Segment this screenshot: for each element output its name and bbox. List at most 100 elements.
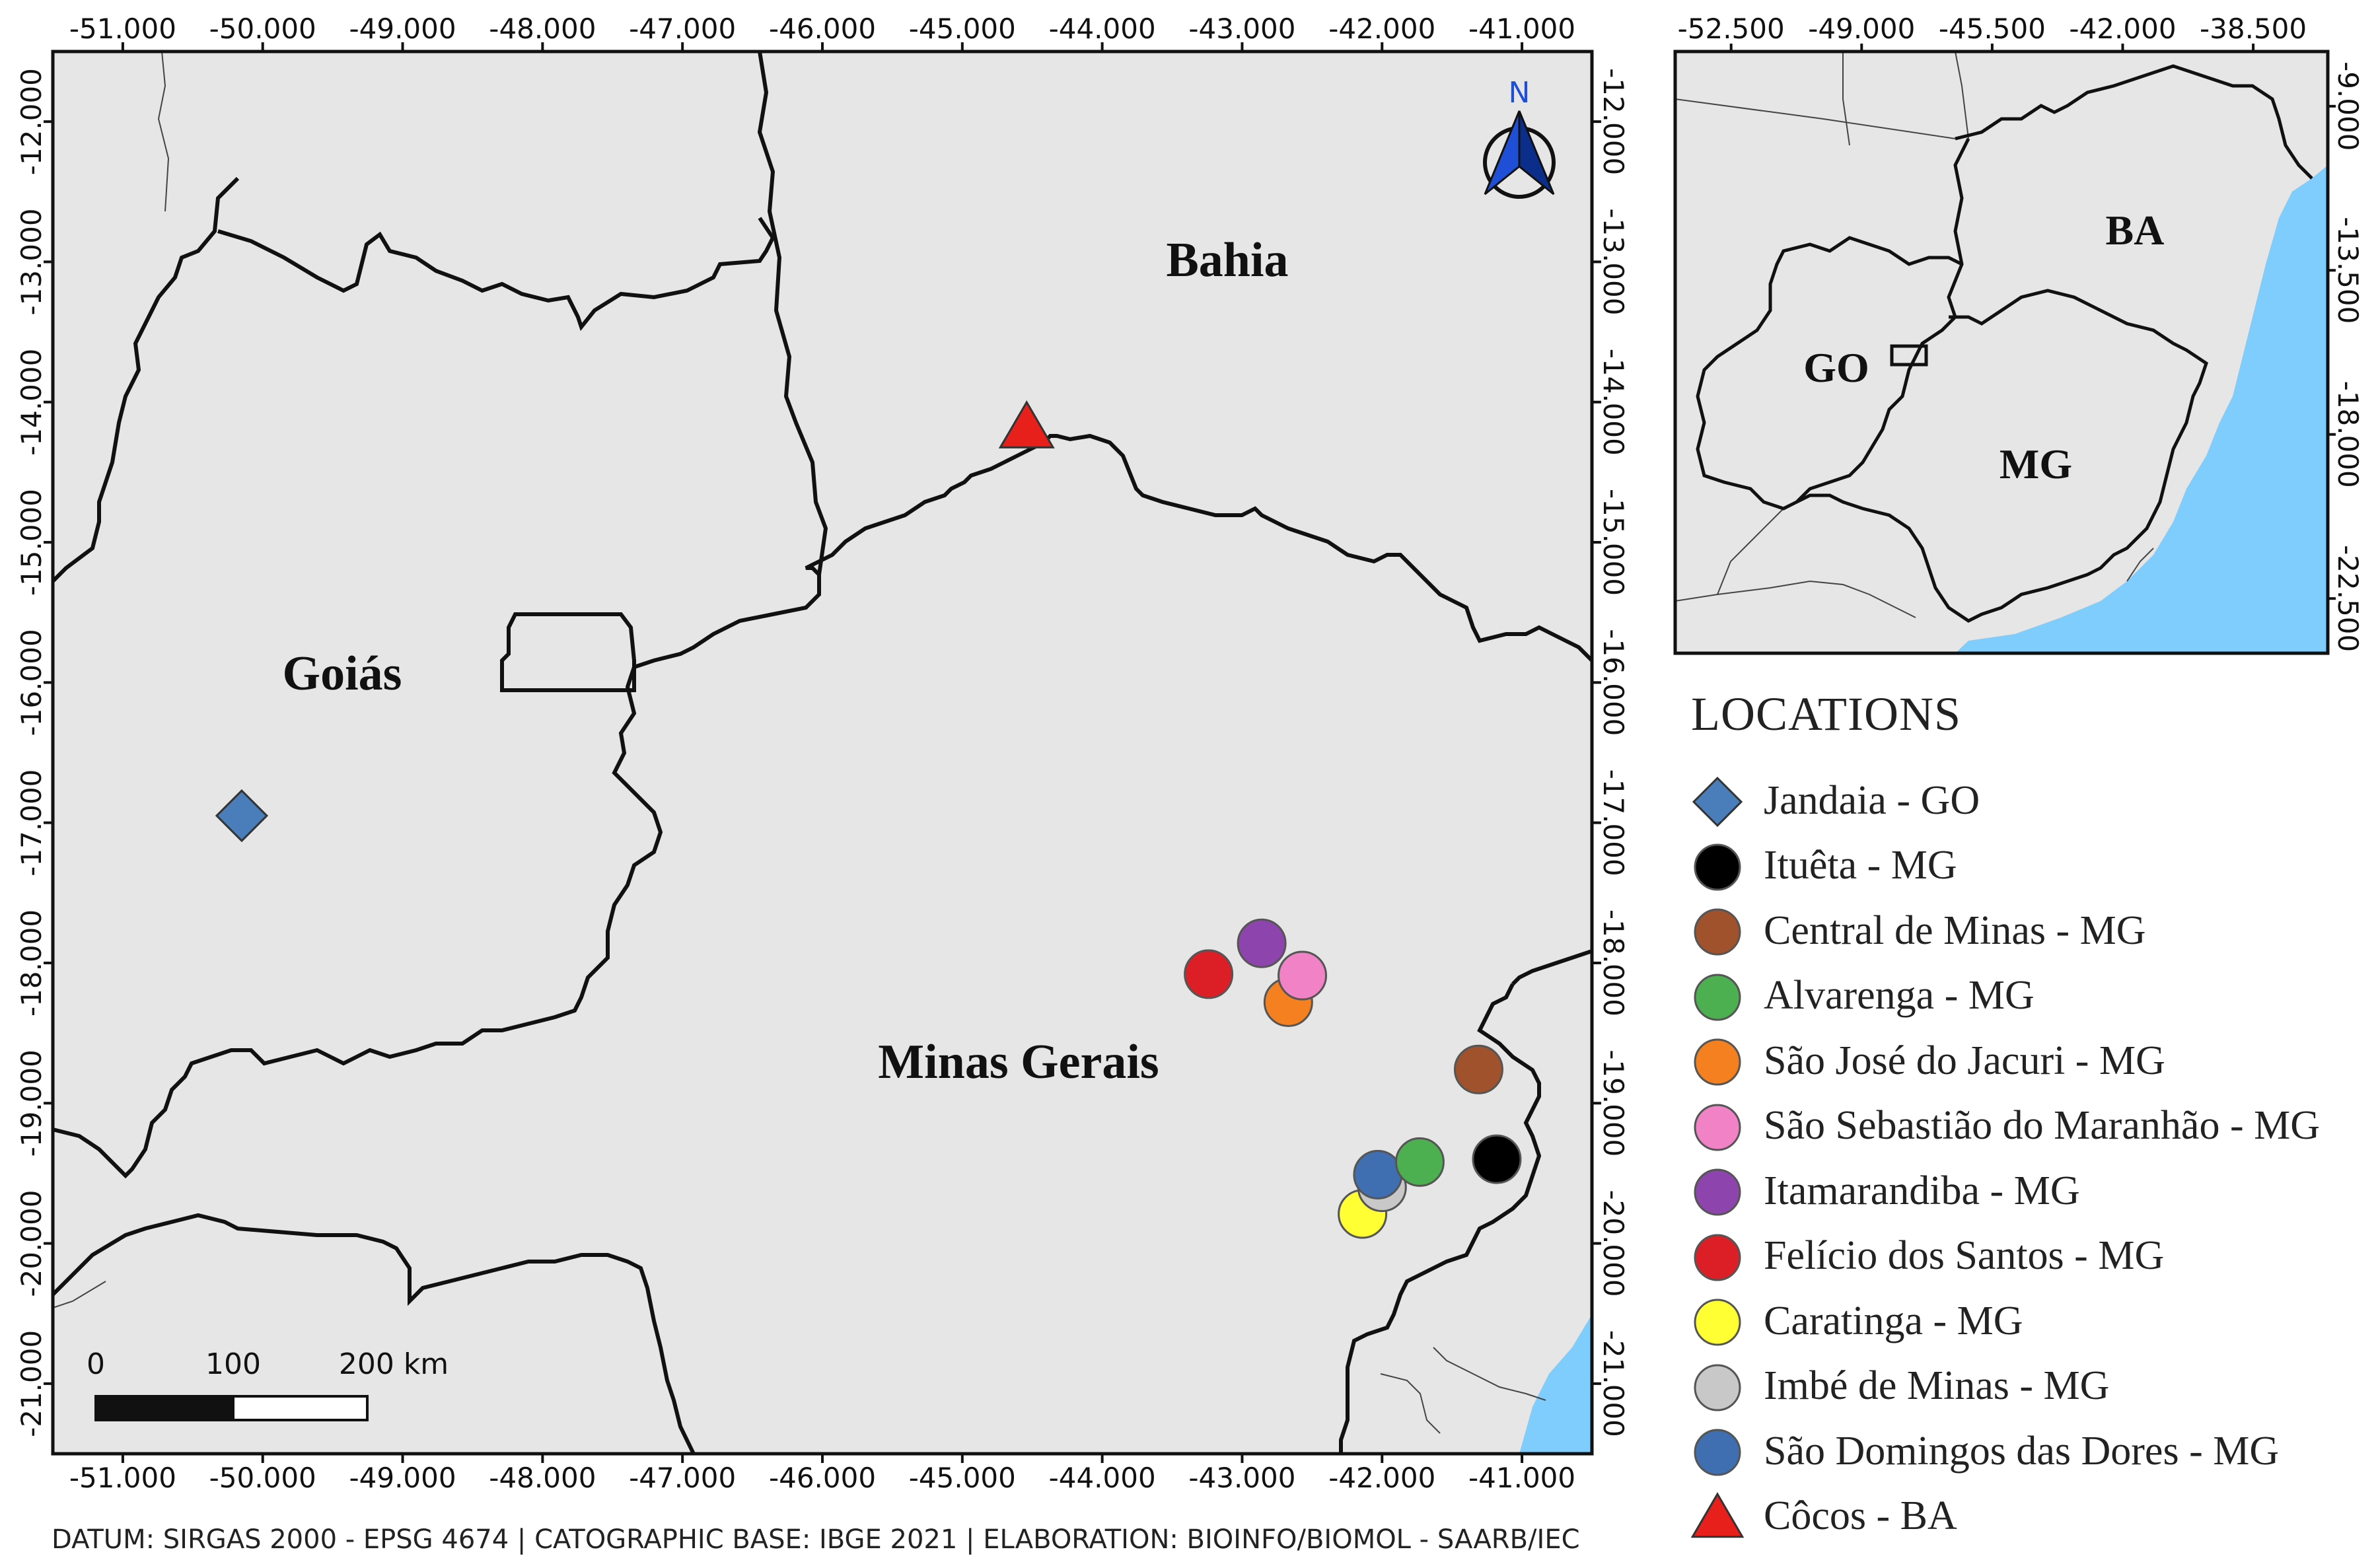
inset-map: -52.500 -49.000 -45.500 -42.000 -38.500 -9.0…: [1673, 13, 2364, 655]
legend-item: São Domingos das Dores - MG: [1691, 1419, 2371, 1484]
state-border-go-mg: [53, 575, 821, 1179]
inset-map-x-ticks: -52.500 -49.000 -45.500 -42.000 -38.500: [1678, 13, 2307, 52]
legend-title: LOCATIONS: [1691, 688, 1962, 740]
x-tick-label-top: -47.000: [629, 13, 736, 45]
state-border-go-ba-north: [757, 52, 828, 575]
legend-symbol-circle: [1694, 1168, 1741, 1216]
main-map: -51.000 -50.000 -49.000 -48.000 -47.000 -46.0…: [15, 13, 1630, 1494]
legend-symbol-circle: [1694, 1299, 1741, 1346]
inset-x-tick-label: -42.000: [2069, 13, 2176, 45]
y-tick-label-left: -21.000: [15, 1330, 48, 1437]
legend-symbol-circle: [1694, 908, 1741, 956]
inset-y-tick-label: -18.000: [2332, 381, 2364, 488]
north-arrow-label: N: [1509, 76, 1531, 110]
legend: LOCATIONS Jandaia - GO Ituêta - MG Central…: [1691, 687, 2371, 1549]
legend-label: São Sebastião do Maranhão - MG: [1764, 1103, 2320, 1149]
legend-symbol-shape: [1694, 1299, 1741, 1346]
location-marker-6: [1237, 918, 1287, 968]
location-marker-0: [215, 789, 269, 843]
legend-symbol-circle: [1694, 1429, 1741, 1476]
main-map-y-ticks-right: -12.000 -13.000 -14.000 -15.000 -16.000 -17.0…: [1592, 68, 1630, 1437]
legend-symbol-shape: [1694, 1234, 1741, 1281]
legend-symbol-shape: [1694, 843, 1741, 891]
location-marker-10: [1353, 1150, 1403, 1200]
x-tick-label-top: -45.000: [909, 13, 1016, 45]
legend-label: Côcos - BA: [1764, 1493, 1957, 1539]
inset-map-y-ticks: -9.000 -13.500 -18.000 -22.500: [2328, 61, 2364, 652]
main-map-x-ticks-top: -51.000 -50.000 -49.000 -48.000 -47.000 -46.0…: [69, 13, 1575, 52]
inset-thin-lines: [1675, 52, 2154, 618]
legend-label: Central de Minas - MG: [1764, 908, 2146, 953]
legend-symbol-circle: [1694, 1104, 1741, 1151]
main-map-land: [53, 52, 1592, 1454]
legend-symbol-shape: [1694, 1038, 1741, 1086]
legend-item: São José do Jacuri - MG: [1691, 1028, 2371, 1094]
legend-label: Ituêta - MG: [1764, 843, 1957, 888]
x-tick-label-top: -46.000: [769, 13, 876, 45]
legend-symbol-shape: [1694, 908, 1741, 956]
location-marker-3: [1394, 1137, 1445, 1187]
y-tick-label-left: -14.000: [15, 349, 48, 456]
x-tick-label-bottom: -50.000: [209, 1462, 316, 1494]
legend-label: Jandaia - GO: [1764, 777, 1980, 823]
inset-x-tick-label: -52.500: [1678, 13, 1785, 45]
legend-symbol-shape: [1694, 1104, 1741, 1151]
scale-label-0: 0: [87, 1347, 105, 1381]
north-arrow: N: [1483, 76, 1556, 199]
legend-symbol-shape: [1691, 1491, 1744, 1538]
inset-ocean: [1955, 165, 2328, 653]
y-tick-label-right: -14.000: [1597, 349, 1630, 456]
legend-symbol-shape: [1692, 777, 1743, 828]
north-arrow-right: [1518, 110, 1555, 196]
scale-bar: 0 100 200 km: [87, 1347, 449, 1421]
legend-symbol-shape: [1694, 974, 1741, 1021]
x-tick-label-bottom: -41.000: [1468, 1462, 1575, 1494]
x-tick-label-bottom: -49.000: [349, 1462, 456, 1494]
x-tick-label-top: -50.000: [209, 13, 316, 45]
legend-label: Felício dos Santos - MG: [1764, 1233, 2165, 1279]
y-tick-label-right: -17.000: [1597, 769, 1630, 876]
legend-symbol-circle: [1694, 1038, 1741, 1086]
y-tick-label-left: -18.000: [15, 909, 48, 1016]
x-tick-label-top: -51.000: [69, 13, 176, 45]
legend-symbol-shape: [1694, 1168, 1741, 1216]
state-border-mg-es: [1339, 983, 1542, 1454]
thin-border-lines: [53, 52, 1546, 1434]
y-tick-label-right: -16.000: [1597, 629, 1630, 736]
inset-map-borders: [1675, 52, 2328, 653]
y-tick-label-left: -19.000: [15, 1050, 48, 1157]
x-tick-label-bottom: -45.000: [909, 1462, 1016, 1494]
y-tick-label-left: -20.000: [15, 1190, 48, 1297]
y-tick-label-right: -13.000: [1597, 208, 1630, 315]
inset-x-tick-label: -45.500: [1939, 13, 2046, 45]
legend-symbol-diamond: [1692, 777, 1743, 828]
y-tick-label-left: -12.000: [15, 68, 48, 175]
x-tick-label-top: -43.000: [1188, 13, 1295, 45]
x-tick-label-top: -44.000: [1049, 13, 1156, 45]
state-border-ba-mg: [805, 433, 1592, 662]
label-bahia: Bahia: [1166, 233, 1288, 287]
legend-label: Itamarandiba - MG: [1764, 1168, 2080, 1213]
y-tick-label-left: -17.000: [15, 769, 48, 876]
legend-item: Côcos - BA: [1691, 1484, 2371, 1550]
legend-item: Alvarenga - MG: [1691, 964, 2371, 1029]
inset-label-go: GO: [1803, 344, 1869, 391]
main-map-borders: [53, 52, 1592, 1454]
state-border-mg-south: [53, 1213, 696, 1454]
y-tick-label-left: -16.000: [15, 629, 48, 736]
legend-item: São Sebastião do Maranhão - MG: [1691, 1094, 2371, 1159]
legend-item: Itamarandiba - MG: [1691, 1158, 2371, 1224]
inset-map-frame: [1673, 50, 2330, 655]
inset-study-rectangle: [1890, 344, 1928, 367]
y-tick-label-left: -15.000: [15, 489, 48, 596]
x-tick-label-top: -48.000: [489, 13, 596, 45]
inset-state-borders: [1696, 64, 2313, 623]
y-tick-label-right: -12.000: [1597, 68, 1630, 175]
y-tick-label-right: -15.000: [1597, 489, 1630, 596]
inset-label-ba: BA: [2106, 207, 2165, 254]
legend-label: Caratinga - MG: [1764, 1298, 2023, 1343]
legend-item: Felício dos Santos - MG: [1691, 1224, 2371, 1289]
legend-symbol-shape: [1694, 1429, 1741, 1476]
legend-symbol-shape: [1694, 1364, 1741, 1411]
